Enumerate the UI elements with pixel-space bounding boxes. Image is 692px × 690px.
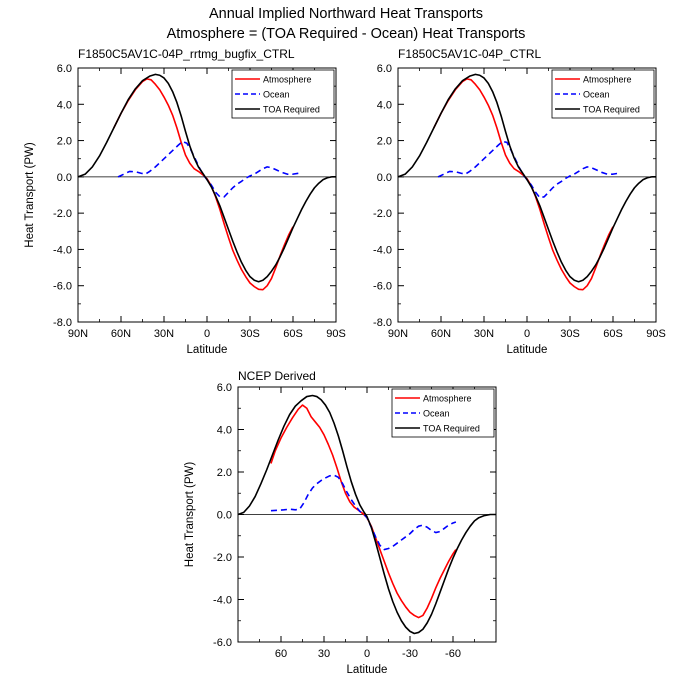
figure-subtitle: Atmosphere = (TOA Required - Ocean) Heat… bbox=[166, 26, 526, 42]
x-tick-label: 30 bbox=[318, 648, 330, 660]
legend-label: Atmosphere bbox=[423, 394, 472, 404]
y-tick-label: 0.0 bbox=[57, 172, 72, 184]
x-tick-label: -60 bbox=[445, 648, 461, 660]
y-tick-label: -2.0 bbox=[53, 208, 72, 220]
x-axis-label: Latitude bbox=[347, 664, 388, 676]
y-axis-label: Heat Transport (PW) bbox=[24, 142, 36, 248]
y-tick-label: 2.0 bbox=[57, 136, 72, 148]
x-tick-label: 30N bbox=[474, 328, 494, 340]
legend-label: TOA Required bbox=[263, 105, 320, 115]
y-tick-label: -6.0 bbox=[373, 281, 392, 293]
y-tick-label: 6.0 bbox=[217, 382, 232, 394]
y-tick-label: 2.0 bbox=[217, 467, 232, 479]
x-axis-label: Latitude bbox=[507, 344, 548, 356]
series-line-ocean bbox=[117, 140, 299, 198]
x-tick-label: -30 bbox=[402, 648, 418, 660]
x-tick-label: 30S bbox=[560, 328, 580, 340]
y-tick-label: -6.0 bbox=[53, 281, 72, 293]
x-tick-label: 0 bbox=[524, 328, 530, 340]
x-tick-label: 30S bbox=[240, 328, 260, 340]
y-axis-label: Heat Transport (PW) bbox=[184, 462, 196, 568]
x-tick-label: 0 bbox=[364, 648, 370, 660]
y-tick-label: -2.0 bbox=[213, 552, 232, 564]
y-tick-label: -2.0 bbox=[373, 208, 392, 220]
series-line-toa-required bbox=[77, 73, 336, 283]
x-tick-label: 60S bbox=[603, 328, 623, 340]
x-tick-label: 90N bbox=[388, 328, 408, 340]
x-tick-label: 30N bbox=[154, 328, 174, 340]
legend-label: Atmosphere bbox=[263, 75, 312, 85]
y-tick-label: 0.0 bbox=[377, 172, 392, 184]
legend: Atmosphere Ocean TOA Required bbox=[231, 69, 335, 119]
x-tick-label: 60 bbox=[275, 648, 287, 660]
legend-label: Ocean bbox=[423, 409, 450, 419]
y-tick-label: 4.0 bbox=[217, 425, 232, 437]
figure-title: Annual Implied Northward Heat Transports bbox=[208, 6, 484, 22]
y-tick-label: 6.0 bbox=[377, 63, 392, 75]
panel-title: NCEP Derived bbox=[238, 369, 316, 383]
y-tick-label: 0.0 bbox=[217, 510, 232, 522]
legend-label: TOA Required bbox=[423, 424, 480, 434]
series-line-toa-required bbox=[237, 394, 496, 635]
x-tick-label: 60N bbox=[111, 328, 131, 340]
x-tick-label: 90S bbox=[326, 328, 346, 340]
x-tick-label: 90N bbox=[68, 328, 88, 340]
x-axis-label: Latitude bbox=[187, 344, 228, 356]
chart-panel-3: 6.0 4.0 2.0 0.0 -2.0 -4.0 -6.0 60 30 0 -30 -60 NCEP … bbox=[184, 369, 497, 676]
legend-label: Ocean bbox=[583, 90, 610, 100]
y-tick-label: 4.0 bbox=[57, 99, 72, 111]
legend: Atmosphere Ocean TOA Required bbox=[391, 388, 495, 438]
y-tick-label: -8.0 bbox=[373, 317, 392, 329]
y-tick-label: -6.0 bbox=[213, 637, 232, 649]
series-line-ocean bbox=[437, 140, 619, 199]
x-tick-label: 0 bbox=[204, 328, 210, 340]
legend-label: Ocean bbox=[263, 90, 290, 100]
y-tick-label: 6.0 bbox=[57, 63, 72, 75]
y-tick-label: -4.0 bbox=[373, 244, 392, 256]
y-tick-label: -8.0 bbox=[53, 317, 72, 329]
panel-title: F1850C5AV1C-04P_rrtmg_bugfix_CTRL bbox=[78, 47, 295, 61]
legend-label: Atmosphere bbox=[583, 75, 632, 85]
panel-title: F1850C5AV1C-04P_CTRL bbox=[398, 47, 542, 61]
legend-label: TOA Required bbox=[583, 105, 640, 115]
y-tick-label: 2.0 bbox=[377, 136, 392, 148]
legend-box bbox=[231, 69, 335, 119]
legend-box bbox=[551, 69, 655, 119]
legend-box bbox=[391, 388, 495, 438]
y-tick-label: 4.0 bbox=[377, 99, 392, 111]
x-tick-label: 90S bbox=[646, 328, 666, 340]
legend: Atmosphere Ocean TOA Required bbox=[551, 69, 655, 119]
y-tick-label: -4.0 bbox=[53, 244, 72, 256]
series-line-toa-required bbox=[397, 73, 656, 283]
x-tick-label: 60S bbox=[283, 328, 303, 340]
x-tick-label: 60N bbox=[431, 328, 451, 340]
y-tick-label: -4.0 bbox=[213, 595, 232, 607]
